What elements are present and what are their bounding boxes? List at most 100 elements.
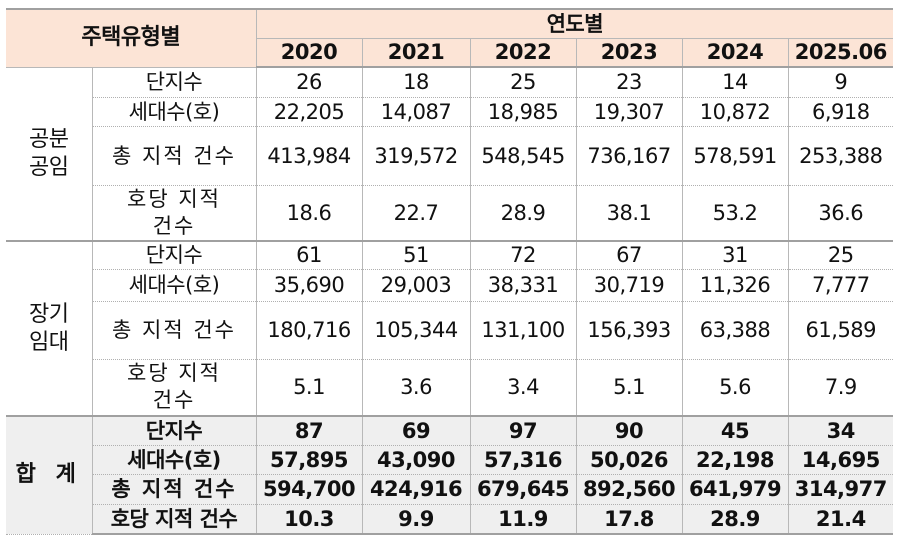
cell: 11,326 bbox=[681, 268, 789, 302]
cell: 14,087 bbox=[361, 96, 471, 127]
table-row: 장기 임대 단지수 61 51 72 67 31 25 bbox=[6, 240, 894, 417]
cell: 156,393 bbox=[575, 300, 683, 360]
row-label: 단지수 bbox=[91, 415, 257, 446]
cell: 105,344 bbox=[361, 300, 471, 360]
cell: 5.1 bbox=[255, 358, 363, 417]
year-header: 2023 bbox=[575, 37, 683, 68]
cell: 97 bbox=[469, 415, 577, 446]
cell: 69 bbox=[361, 415, 471, 446]
table-row-total: 합 계 단지수 87 69 97 90 45 34 bbox=[6, 415, 894, 535]
cell: 26 bbox=[255, 66, 363, 98]
cell: 679,645 bbox=[469, 473, 577, 505]
cell: 11.9 bbox=[469, 503, 577, 535]
row-label: 총 지적 건수 bbox=[91, 300, 257, 360]
cell: 9.9 bbox=[361, 503, 471, 535]
year-header: 2024 bbox=[681, 37, 789, 68]
row-label: 호당 지적 건수 bbox=[91, 358, 257, 417]
cell: 43,090 bbox=[361, 444, 471, 475]
cell: 61,589 bbox=[787, 300, 894, 360]
row-label: 총 지적 건수 bbox=[91, 125, 257, 186]
cell: 3.6 bbox=[361, 358, 471, 417]
cell: 38,331 bbox=[469, 268, 577, 302]
table-row-total: 총 지적 건수 594,700 424,916 679,645 892,560 … bbox=[6, 473, 894, 505]
year-header: 2020 bbox=[255, 37, 363, 68]
cell: 14,695 bbox=[787, 444, 894, 475]
cell: 31 bbox=[681, 240, 789, 270]
row-label: 단지수 bbox=[91, 66, 257, 98]
cell: 90 bbox=[575, 415, 683, 446]
group-label-public: 공분 공임 bbox=[6, 66, 93, 242]
row-label: 호당 지적 건수 bbox=[91, 503, 257, 535]
row-label-line: 건수 bbox=[152, 213, 196, 238]
table-row: 공분 공임 단지수 26 18 25 23 14 9 bbox=[6, 66, 894, 242]
cell: 30,719 bbox=[575, 268, 683, 302]
cell: 18 bbox=[361, 66, 471, 98]
group-label-total: 합 계 bbox=[6, 415, 93, 535]
cell: 9 bbox=[787, 66, 894, 98]
cell: 87 bbox=[255, 415, 363, 446]
cell: 594,700 bbox=[255, 473, 363, 505]
cell: 63,388 bbox=[681, 300, 789, 360]
cell: 10,872 bbox=[681, 96, 789, 127]
cell: 28.9 bbox=[469, 184, 577, 242]
row-label: 단지수 bbox=[91, 240, 257, 270]
cell: 253,388 bbox=[787, 125, 894, 186]
group-label-longterm: 장기 임대 bbox=[6, 240, 93, 417]
cell: 641,979 bbox=[681, 473, 789, 505]
cell: 10.3 bbox=[255, 503, 363, 535]
cell: 319,572 bbox=[361, 125, 471, 186]
row-label: 호당 지적 건수 bbox=[91, 184, 257, 242]
year-group-header: 연도별 bbox=[255, 8, 894, 39]
table-row-total: 세대수(호) 57,895 43,090 57,316 50,026 22,19… bbox=[6, 444, 894, 475]
cell: 131,100 bbox=[469, 300, 577, 360]
cell: 34 bbox=[787, 415, 894, 446]
cell: 25 bbox=[469, 66, 577, 98]
cell: 7,777 bbox=[787, 268, 894, 302]
group-label-line: 공분 bbox=[29, 126, 69, 152]
cell: 50,026 bbox=[575, 444, 683, 475]
cell: 28.9 bbox=[681, 503, 789, 535]
cell: 61 bbox=[255, 240, 363, 270]
cell: 314,977 bbox=[787, 473, 894, 505]
cell: 17.8 bbox=[575, 503, 683, 535]
cell: 18,985 bbox=[469, 96, 577, 127]
cell: 35,690 bbox=[255, 268, 363, 302]
cell: 180,716 bbox=[255, 300, 363, 360]
table-row: 호당 지적 건수 18.6 22.7 28.9 38.1 53.2 36.6 bbox=[6, 184, 894, 242]
housing-type-header: 주택유형별 bbox=[6, 8, 257, 68]
cell: 736,167 bbox=[575, 125, 683, 186]
cell: 19,307 bbox=[575, 96, 683, 127]
cell: 424,916 bbox=[361, 473, 471, 505]
cell: 578,591 bbox=[681, 125, 789, 186]
row-label: 세대수(호) bbox=[91, 268, 257, 302]
year-header: 2021 bbox=[361, 37, 471, 68]
cell: 18.6 bbox=[255, 184, 363, 242]
cell: 72 bbox=[469, 240, 577, 270]
row-label: 세대수(호) bbox=[91, 96, 257, 127]
cell: 7.9 bbox=[787, 358, 894, 417]
cell: 6,918 bbox=[787, 96, 894, 127]
cell: 51 bbox=[361, 240, 471, 270]
table-row: 호당 지적 건수 5.1 3.6 3.4 5.1 5.6 7.9 bbox=[6, 358, 894, 417]
cell: 36.6 bbox=[787, 184, 894, 242]
group-label-line: 장기 bbox=[29, 301, 69, 327]
cell: 3.4 bbox=[469, 358, 577, 417]
year-header: 2022 bbox=[469, 37, 577, 68]
header-row-1: 주택유형별 연도별 bbox=[6, 8, 894, 68]
header-row-2: 2020 2021 2022 2023 2024 2025.06 bbox=[6, 37, 894, 68]
cell: 25 bbox=[787, 240, 894, 270]
cell: 67 bbox=[575, 240, 683, 270]
group-label-line: 공임 bbox=[29, 154, 69, 180]
row-label-line: 건수 bbox=[152, 388, 196, 413]
cell: 57,895 bbox=[255, 444, 363, 475]
cell: 548,545 bbox=[469, 125, 577, 186]
cell: 5.1 bbox=[575, 358, 683, 417]
cell: 22,198 bbox=[681, 444, 789, 475]
table-row-total: 호당 지적 건수 10.3 9.9 11.9 17.8 28.9 21.4 bbox=[6, 503, 894, 535]
cell: 14 bbox=[681, 66, 789, 98]
year-header: 2025.06 bbox=[787, 37, 894, 68]
cell: 892,560 bbox=[575, 473, 683, 505]
table-row: 세대수(호) 22,205 14,087 18,985 19,307 10,87… bbox=[6, 96, 894, 127]
cell: 21.4 bbox=[787, 503, 894, 535]
cell: 29,003 bbox=[361, 268, 471, 302]
